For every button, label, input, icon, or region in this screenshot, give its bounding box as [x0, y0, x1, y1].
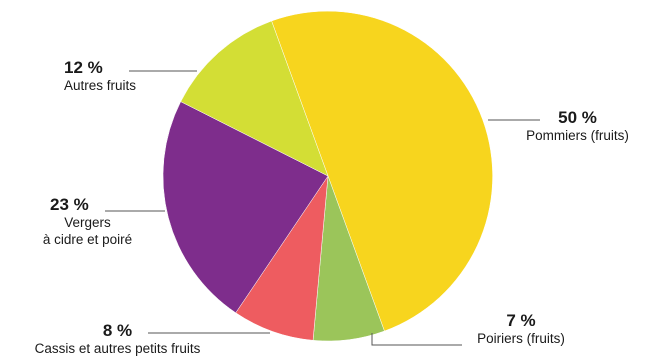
slice-value-autres: 12 % — [64, 58, 103, 77]
slice-name-pommiers: Pommiers (fruits) — [526, 128, 629, 144]
pie-slices — [162, 10, 493, 342]
slice-label-cassis: 8 % Cassis et autres petits fruits — [0, 321, 235, 358]
slice-name-cassis: Cassis et autres petits fruits — [34, 341, 201, 357]
slice-value-cidre: 23 % — [50, 195, 89, 214]
slice-name-autres: Autres fruits — [63, 78, 137, 94]
slice-value-cassis: 8 % — [102, 321, 133, 340]
leader-lines — [105, 70, 540, 346]
pie-slice-cidre — [162, 101, 329, 314]
slice-name-cidre: Vergers à cidre et poiré — [42, 215, 133, 247]
slice-name-poiriers: Poiriers (fruits) — [477, 331, 565, 347]
slice-label-cidre: 23 % Vergers à cidre et poiré — [10, 195, 165, 248]
pie-slice-autres — [180, 20, 329, 177]
pie-slice-pommiers — [271, 10, 493, 332]
leader-line-poiriers — [371, 333, 462, 346]
slice-label-autres: 12 % Autres fruits — [40, 58, 160, 95]
slice-label-poiriers: 7 % Poiriers (fruits) — [456, 311, 586, 348]
slice-value-poiriers: 7 % — [506, 311, 536, 330]
slice-value-pommiers: 50 % — [558, 108, 597, 127]
slice-label-pommiers: 50 % Pommiers (fruits) — [510, 108, 645, 145]
